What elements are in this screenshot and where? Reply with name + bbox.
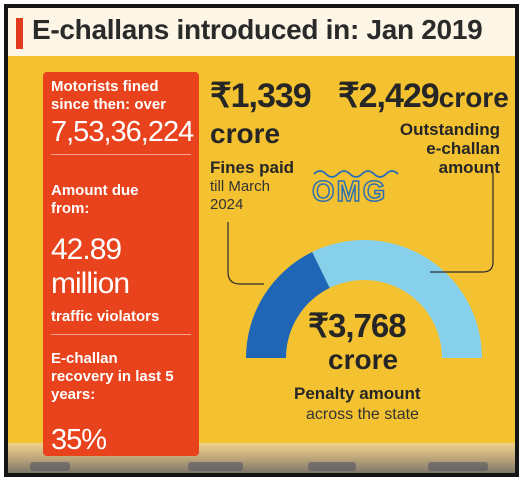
outstanding-unit: crore (438, 82, 509, 113)
fines-paid-unit: crore (210, 118, 281, 149)
fines-paid-sub: till March 2024 (210, 178, 271, 213)
title-bar: E-challans introduced in: Jan 2019 (8, 8, 515, 56)
divider (51, 334, 191, 335)
amount-due-label: Amount due from: (51, 182, 139, 217)
penalty-sub: across the state (306, 406, 419, 423)
recovery-label: E-challan recovery in last 5 years: (51, 350, 174, 403)
outstanding-amount-line: ₹2,429crore (338, 78, 509, 114)
title-accent-bar (16, 18, 23, 49)
motorists-fined-label: Motorists fined since then: over (51, 78, 167, 113)
figures-area: ₹1,339 crore Fines paid till March 2024 … (208, 72, 509, 452)
wave-icon (313, 170, 399, 178)
fines-paid-label: Fines paid (210, 158, 295, 177)
fines-paid-amount: ₹1,339 (210, 77, 312, 115)
amount-due-value: 42.89 (51, 233, 122, 266)
penalty-label: Penalty amount (294, 384, 421, 403)
outstanding-amount: ₹2,429 (338, 77, 440, 115)
stats-panel: Motorists fined since then: over 7,53,36… (43, 72, 199, 456)
amount-due-unit: million (51, 267, 130, 300)
amount-due-suffix: traffic violators (51, 308, 160, 325)
penalty-gauge (246, 239, 482, 358)
gauge-segment-outstanding (312, 239, 482, 358)
connector-lines (227, 172, 494, 285)
infographic-frame: E-challans introduced in: Jan 2019 Motor… (4, 4, 519, 477)
outstanding-label: Outstanding e-challan amount (399, 120, 500, 177)
divider (51, 154, 191, 155)
gauge-segment-fines-paid (246, 251, 330, 358)
infographic-title: E-challans introduced in: Jan 2019 (32, 14, 483, 45)
motorists-fined-value: 7,53,36,224 (51, 116, 194, 148)
penalty-unit: crore (328, 344, 399, 375)
penalty-amount: ₹3,768 (308, 307, 407, 344)
omg-badge: OMG (311, 175, 388, 209)
recovery-value: 35% (51, 424, 107, 456)
